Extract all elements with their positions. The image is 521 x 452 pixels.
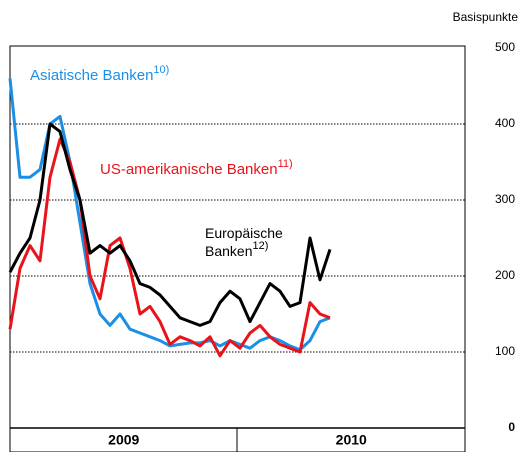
series-line — [8, 122, 332, 327]
y-tick-label: 500 — [495, 40, 515, 54]
y-tick-label: 100 — [495, 344, 515, 358]
series-label-text: Europäische — [205, 225, 283, 241]
y-tick-label: 300 — [495, 192, 515, 206]
plot-frame — [9, 45, 466, 452]
series-line — [8, 78, 331, 352]
y-tick-label: 0 — [508, 420, 515, 434]
series-label-text: Banken — [205, 243, 252, 259]
series-label-note: 10) — [153, 64, 169, 76]
series-label-note: 12) — [252, 240, 268, 252]
series-label: Asiatische Banken10) — [30, 64, 169, 84]
y-tick-label: 200 — [495, 268, 515, 282]
y-tick-label: 400 — [495, 116, 515, 130]
series-label: Banken12) — [205, 240, 268, 259]
series-label: Europäische — [205, 225, 283, 241]
series-label-note: 11) — [278, 158, 293, 170]
x-tick-label: 2010 — [336, 432, 367, 448]
y-unit-label: Basispunkte — [453, 10, 519, 24]
series-label: US-amerikanische Banken11) — [100, 158, 293, 178]
series-label-text: Asiatische Banken — [30, 67, 153, 84]
series-label-text: US-amerikanische Banken — [100, 161, 278, 178]
x-tick-label: 2009 — [108, 432, 139, 448]
